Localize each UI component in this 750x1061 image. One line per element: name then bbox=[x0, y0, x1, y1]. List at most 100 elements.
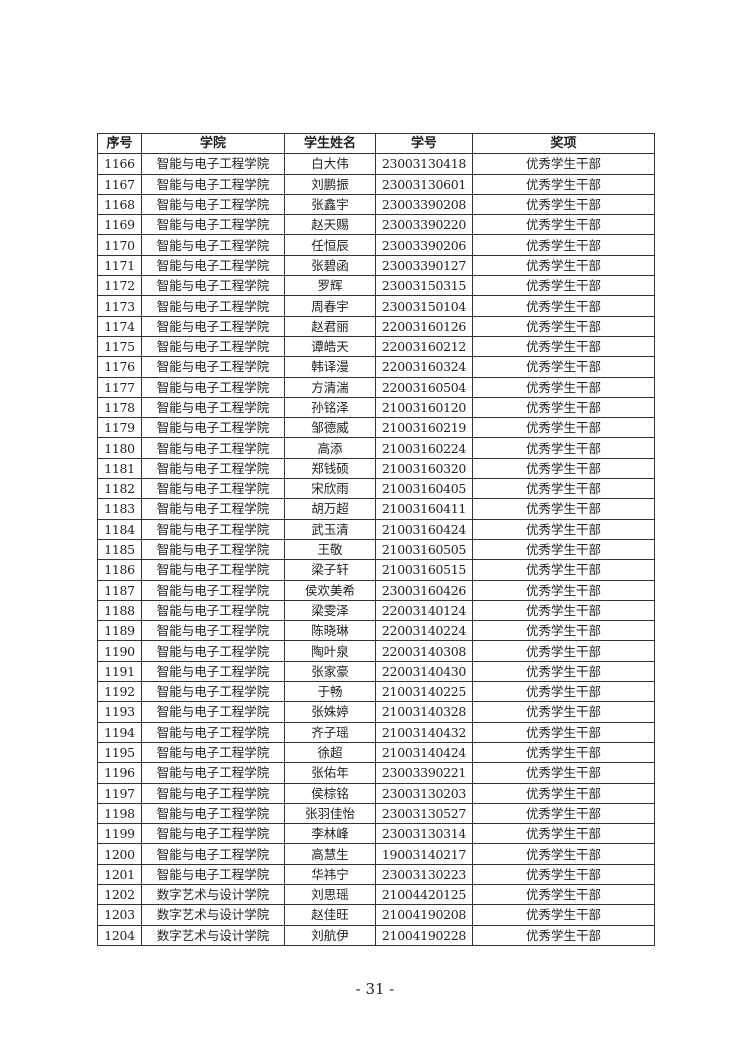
cell-student-id: 23003130601 bbox=[375, 173, 473, 195]
cell-index: 1180 bbox=[97, 437, 142, 459]
cell-student-id: 21003160505 bbox=[375, 538, 473, 561]
cell-student-id: 23003390127 bbox=[375, 254, 473, 277]
table-row: 1191 智能与电子工程学院 张家豪 22003140430 优秀学生干部 bbox=[97, 660, 655, 683]
cell-award: 优秀学生干部 bbox=[472, 437, 655, 459]
table-row: 1196 智能与电子工程学院 张佑年 23003390221 优秀学生干部 bbox=[97, 762, 655, 784]
cell-student-name: 任恒辰 bbox=[284, 234, 376, 256]
cell-student-id: 23003150104 bbox=[375, 295, 473, 317]
cell-student-name: 张碧函 bbox=[284, 254, 376, 277]
cell-student-name: 陈晓琳 bbox=[284, 620, 376, 642]
cell-index: 1182 bbox=[97, 478, 142, 500]
table-row: 1183 智能与电子工程学院 胡万超 21003160411 优秀学生干部 bbox=[97, 498, 655, 520]
cell-award: 优秀学生干部 bbox=[472, 924, 655, 946]
table-row: 1188 智能与电子工程学院 梁雯泽 22003140124 优秀学生干部 bbox=[97, 599, 655, 622]
table-row: 1193 智能与电子工程学院 张姝婷 21003140328 优秀学生干部 bbox=[97, 701, 655, 723]
cell-index: 1181 bbox=[97, 457, 142, 480]
cell-award: 优秀学生干部 bbox=[472, 559, 655, 581]
cell-college: 智能与电子工程学院 bbox=[141, 681, 285, 703]
cell-student-id: 21004190208 bbox=[375, 904, 473, 926]
cell-award: 优秀学生干部 bbox=[472, 153, 655, 175]
cell-student-name: 张佑年 bbox=[284, 762, 376, 784]
cell-student-id: 23003150315 bbox=[375, 275, 473, 297]
cell-student-name: 赵君丽 bbox=[284, 315, 376, 337]
cell-student-id: 19003140217 bbox=[375, 843, 473, 865]
cell-student-id: 23003390206 bbox=[375, 234, 473, 256]
cell-college: 智能与电子工程学院 bbox=[141, 782, 285, 804]
cell-index: 1178 bbox=[97, 396, 142, 419]
cell-student-id: 21003140328 bbox=[375, 701, 473, 723]
cell-award: 优秀学生干部 bbox=[472, 376, 655, 398]
cell-student-name: 高慧生 bbox=[284, 843, 376, 865]
cell-award: 优秀学生干部 bbox=[472, 782, 655, 804]
cell-student-id: 21003160411 bbox=[375, 498, 473, 520]
cell-student-name: 刘思瑶 bbox=[284, 883, 376, 906]
cell-student-id: 22003140308 bbox=[375, 640, 473, 662]
cell-student-name: 华祎宁 bbox=[284, 863, 376, 885]
award-list-table: 序号 学院 学生姓名 学号 奖项 1166 智能与电子工程学院 白大伟 2300313… bbox=[97, 132, 655, 946]
table-row: 1182 智能与电子工程学院 宋欣雨 21003160405 优秀学生干部 bbox=[97, 478, 655, 500]
cell-college: 智能与电子工程学院 bbox=[141, 315, 285, 337]
cell-student-name: 徐超 bbox=[284, 741, 376, 764]
cell-student-name: 邹德威 bbox=[284, 417, 376, 439]
cell-student-id: 21003160120 bbox=[375, 396, 473, 419]
cell-award: 优秀学生干部 bbox=[472, 579, 655, 601]
cell-student-id: 21004190228 bbox=[375, 924, 473, 946]
cell-award: 优秀学生干部 bbox=[472, 681, 655, 703]
cell-award: 优秀学生干部 bbox=[472, 802, 655, 825]
table-row: 1200 智能与电子工程学院 高慧生 19003140217 优秀学生干部 bbox=[97, 843, 655, 865]
cell-index: 1204 bbox=[97, 924, 142, 946]
cell-college: 数字艺术与设计学院 bbox=[141, 883, 285, 906]
cell-student-name: 郑钱硕 bbox=[284, 457, 376, 480]
cell-student-id: 21003140432 bbox=[375, 721, 473, 743]
table-row: 1168 智能与电子工程学院 张鑫宇 23003390208 优秀学生干部 bbox=[97, 193, 655, 216]
cell-student-name: 于畅 bbox=[284, 681, 376, 703]
cell-index: 1183 bbox=[97, 498, 142, 520]
cell-index: 1166 bbox=[97, 153, 142, 175]
cell-index: 1167 bbox=[97, 173, 142, 195]
table-row: 1175 智能与电子工程学院 谭皓天 22003160212 优秀学生干部 bbox=[97, 335, 655, 358]
cell-college: 智能与电子工程学院 bbox=[141, 254, 285, 277]
cell-award: 优秀学生干部 bbox=[472, 660, 655, 683]
cell-student-name: 王敬 bbox=[284, 538, 376, 561]
cell-college: 智能与电子工程学院 bbox=[141, 376, 285, 398]
cell-student-name: 韩译漫 bbox=[284, 356, 376, 378]
cell-college: 智能与电子工程学院 bbox=[141, 863, 285, 885]
cell-index: 1202 bbox=[97, 883, 142, 906]
cell-award: 优秀学生干部 bbox=[472, 275, 655, 297]
cell-index: 1179 bbox=[97, 417, 142, 439]
cell-index: 1177 bbox=[97, 376, 142, 398]
table-row: 1201 智能与电子工程学院 华祎宁 23003130223 优秀学生干部 bbox=[97, 863, 655, 885]
cell-award: 优秀学生干部 bbox=[472, 315, 655, 337]
cell-college: 智能与电子工程学院 bbox=[141, 234, 285, 256]
cell-award: 优秀学生干部 bbox=[472, 640, 655, 662]
cell-index: 1171 bbox=[97, 254, 142, 277]
cell-student-id: 21003160405 bbox=[375, 478, 473, 500]
cell-student-id: 23003390221 bbox=[375, 762, 473, 784]
cell-index: 1175 bbox=[97, 335, 142, 358]
table-row: 1190 智能与电子工程学院 陶叶泉 22003140308 优秀学生干部 bbox=[97, 640, 655, 662]
cell-college: 智能与电子工程学院 bbox=[141, 417, 285, 439]
cell-index: 1186 bbox=[97, 559, 142, 581]
cell-award: 优秀学生干部 bbox=[472, 417, 655, 439]
table-row: 1177 智能与电子工程学院 方清湍 22003160504 优秀学生干部 bbox=[97, 376, 655, 398]
cell-index: 1169 bbox=[97, 214, 142, 236]
cell-award: 优秀学生干部 bbox=[472, 173, 655, 195]
cell-index: 1190 bbox=[97, 640, 142, 662]
cell-student-name: 张姝婷 bbox=[284, 701, 376, 723]
cell-college: 智能与电子工程学院 bbox=[141, 721, 285, 743]
table-row: 1199 智能与电子工程学院 李林峰 23003130314 优秀学生干部 bbox=[97, 823, 655, 845]
cell-student-id: 22003140224 bbox=[375, 620, 473, 642]
cell-index: 1195 bbox=[97, 741, 142, 764]
cell-college: 智能与电子工程学院 bbox=[141, 356, 285, 378]
table-row: 1176 智能与电子工程学院 韩译漫 22003160324 优秀学生干部 bbox=[97, 356, 655, 378]
cell-award: 优秀学生干部 bbox=[472, 396, 655, 419]
table-row: 1197 智能与电子工程学院 侯棕铭 23003130203 优秀学生干部 bbox=[97, 782, 655, 804]
cell-college: 智能与电子工程学院 bbox=[141, 701, 285, 723]
table-header-row: 序号 学院 学生姓名 学号 奖项 bbox=[97, 132, 655, 155]
page-number: - 31 - bbox=[355, 980, 395, 998]
table-row: 1189 智能与电子工程学院 陈晓琳 22003140224 优秀学生干部 bbox=[97, 620, 655, 642]
cell-student-name: 赵佳旺 bbox=[284, 904, 376, 926]
cell-student-id: 23003160426 bbox=[375, 579, 473, 601]
cell-index: 1196 bbox=[97, 762, 142, 784]
cell-student-name: 陶叶泉 bbox=[284, 640, 376, 662]
